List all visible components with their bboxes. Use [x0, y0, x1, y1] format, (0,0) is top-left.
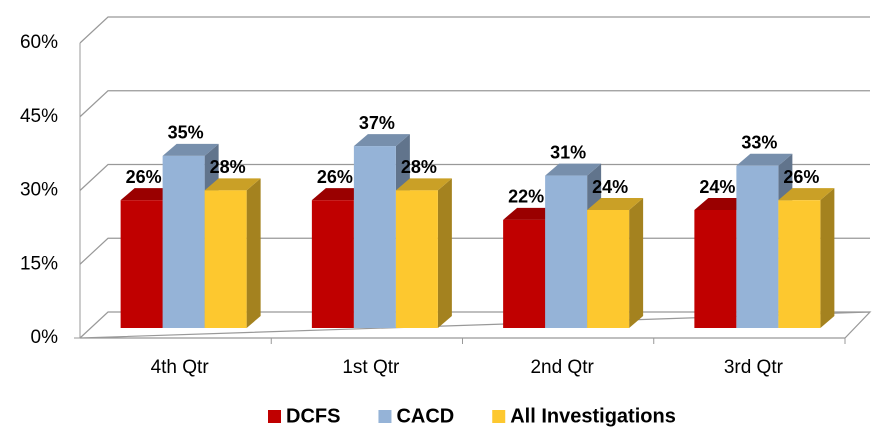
bar-side	[629, 198, 644, 328]
bar-top	[353, 134, 410, 147]
bar-front	[120, 200, 163, 328]
bar-top	[395, 178, 452, 191]
data-label: 28%	[210, 157, 246, 177]
bar-top	[162, 143, 219, 156]
x-tick-label: 2nd Qtr	[530, 357, 594, 378]
data-label: 26%	[783, 167, 819, 187]
data-label: 22%	[508, 187, 544, 207]
data-label: 28%	[401, 157, 437, 177]
y-tick-label: 0%	[31, 327, 59, 348]
bar-front	[204, 190, 247, 328]
bar-front	[778, 200, 821, 328]
x-tick-label: 1st Qtr	[342, 357, 400, 378]
y-tick-label: 60%	[20, 32, 58, 53]
bar-front	[162, 155, 205, 328]
grid-line	[79, 16, 870, 44]
bar-top	[587, 198, 644, 210]
bar-front	[395, 190, 438, 328]
legend-label: DCFS	[286, 405, 340, 427]
bar-front	[353, 146, 396, 328]
legend-swatch	[378, 410, 392, 423]
bar-front	[311, 200, 354, 328]
data-label: 24%	[592, 177, 628, 197]
data-label: 26%	[126, 167, 162, 187]
bar-front	[736, 165, 779, 328]
bar-front	[694, 210, 737, 328]
data-label: 31%	[550, 142, 586, 162]
bar-side	[246, 178, 261, 328]
data-label: 33%	[741, 133, 777, 153]
bar-front	[587, 210, 630, 328]
bar-front	[545, 175, 588, 328]
data-label: 37%	[359, 113, 395, 133]
legend-label: CACD	[396, 405, 454, 427]
y-tick-label: 45%	[20, 106, 58, 127]
y-tick-label: 30%	[20, 180, 58, 201]
data-label: 24%	[699, 177, 735, 197]
grid-line	[79, 163, 870, 191]
bar-top	[778, 188, 835, 201]
legend-label: All Investigations	[510, 405, 676, 427]
y-tick-label: 15%	[20, 253, 58, 274]
bar-side	[437, 178, 452, 328]
legend-swatch	[492, 410, 506, 423]
bar-top	[736, 153, 793, 166]
x-tick-label: 4th Qtr	[151, 357, 210, 378]
legend-swatch	[268, 410, 281, 423]
bar	[395, 178, 452, 328]
bar	[587, 198, 644, 328]
data-label: 35%	[168, 123, 204, 143]
bar	[204, 178, 261, 328]
bar-front	[503, 219, 546, 328]
bar-top	[545, 163, 602, 176]
data-label: 26%	[317, 167, 353, 187]
x-tick-label: 3rd Qtr	[724, 357, 784, 378]
bar-top	[204, 178, 261, 191]
bar-side	[820, 188, 835, 328]
grid-line	[79, 90, 870, 118]
bar	[778, 188, 835, 328]
